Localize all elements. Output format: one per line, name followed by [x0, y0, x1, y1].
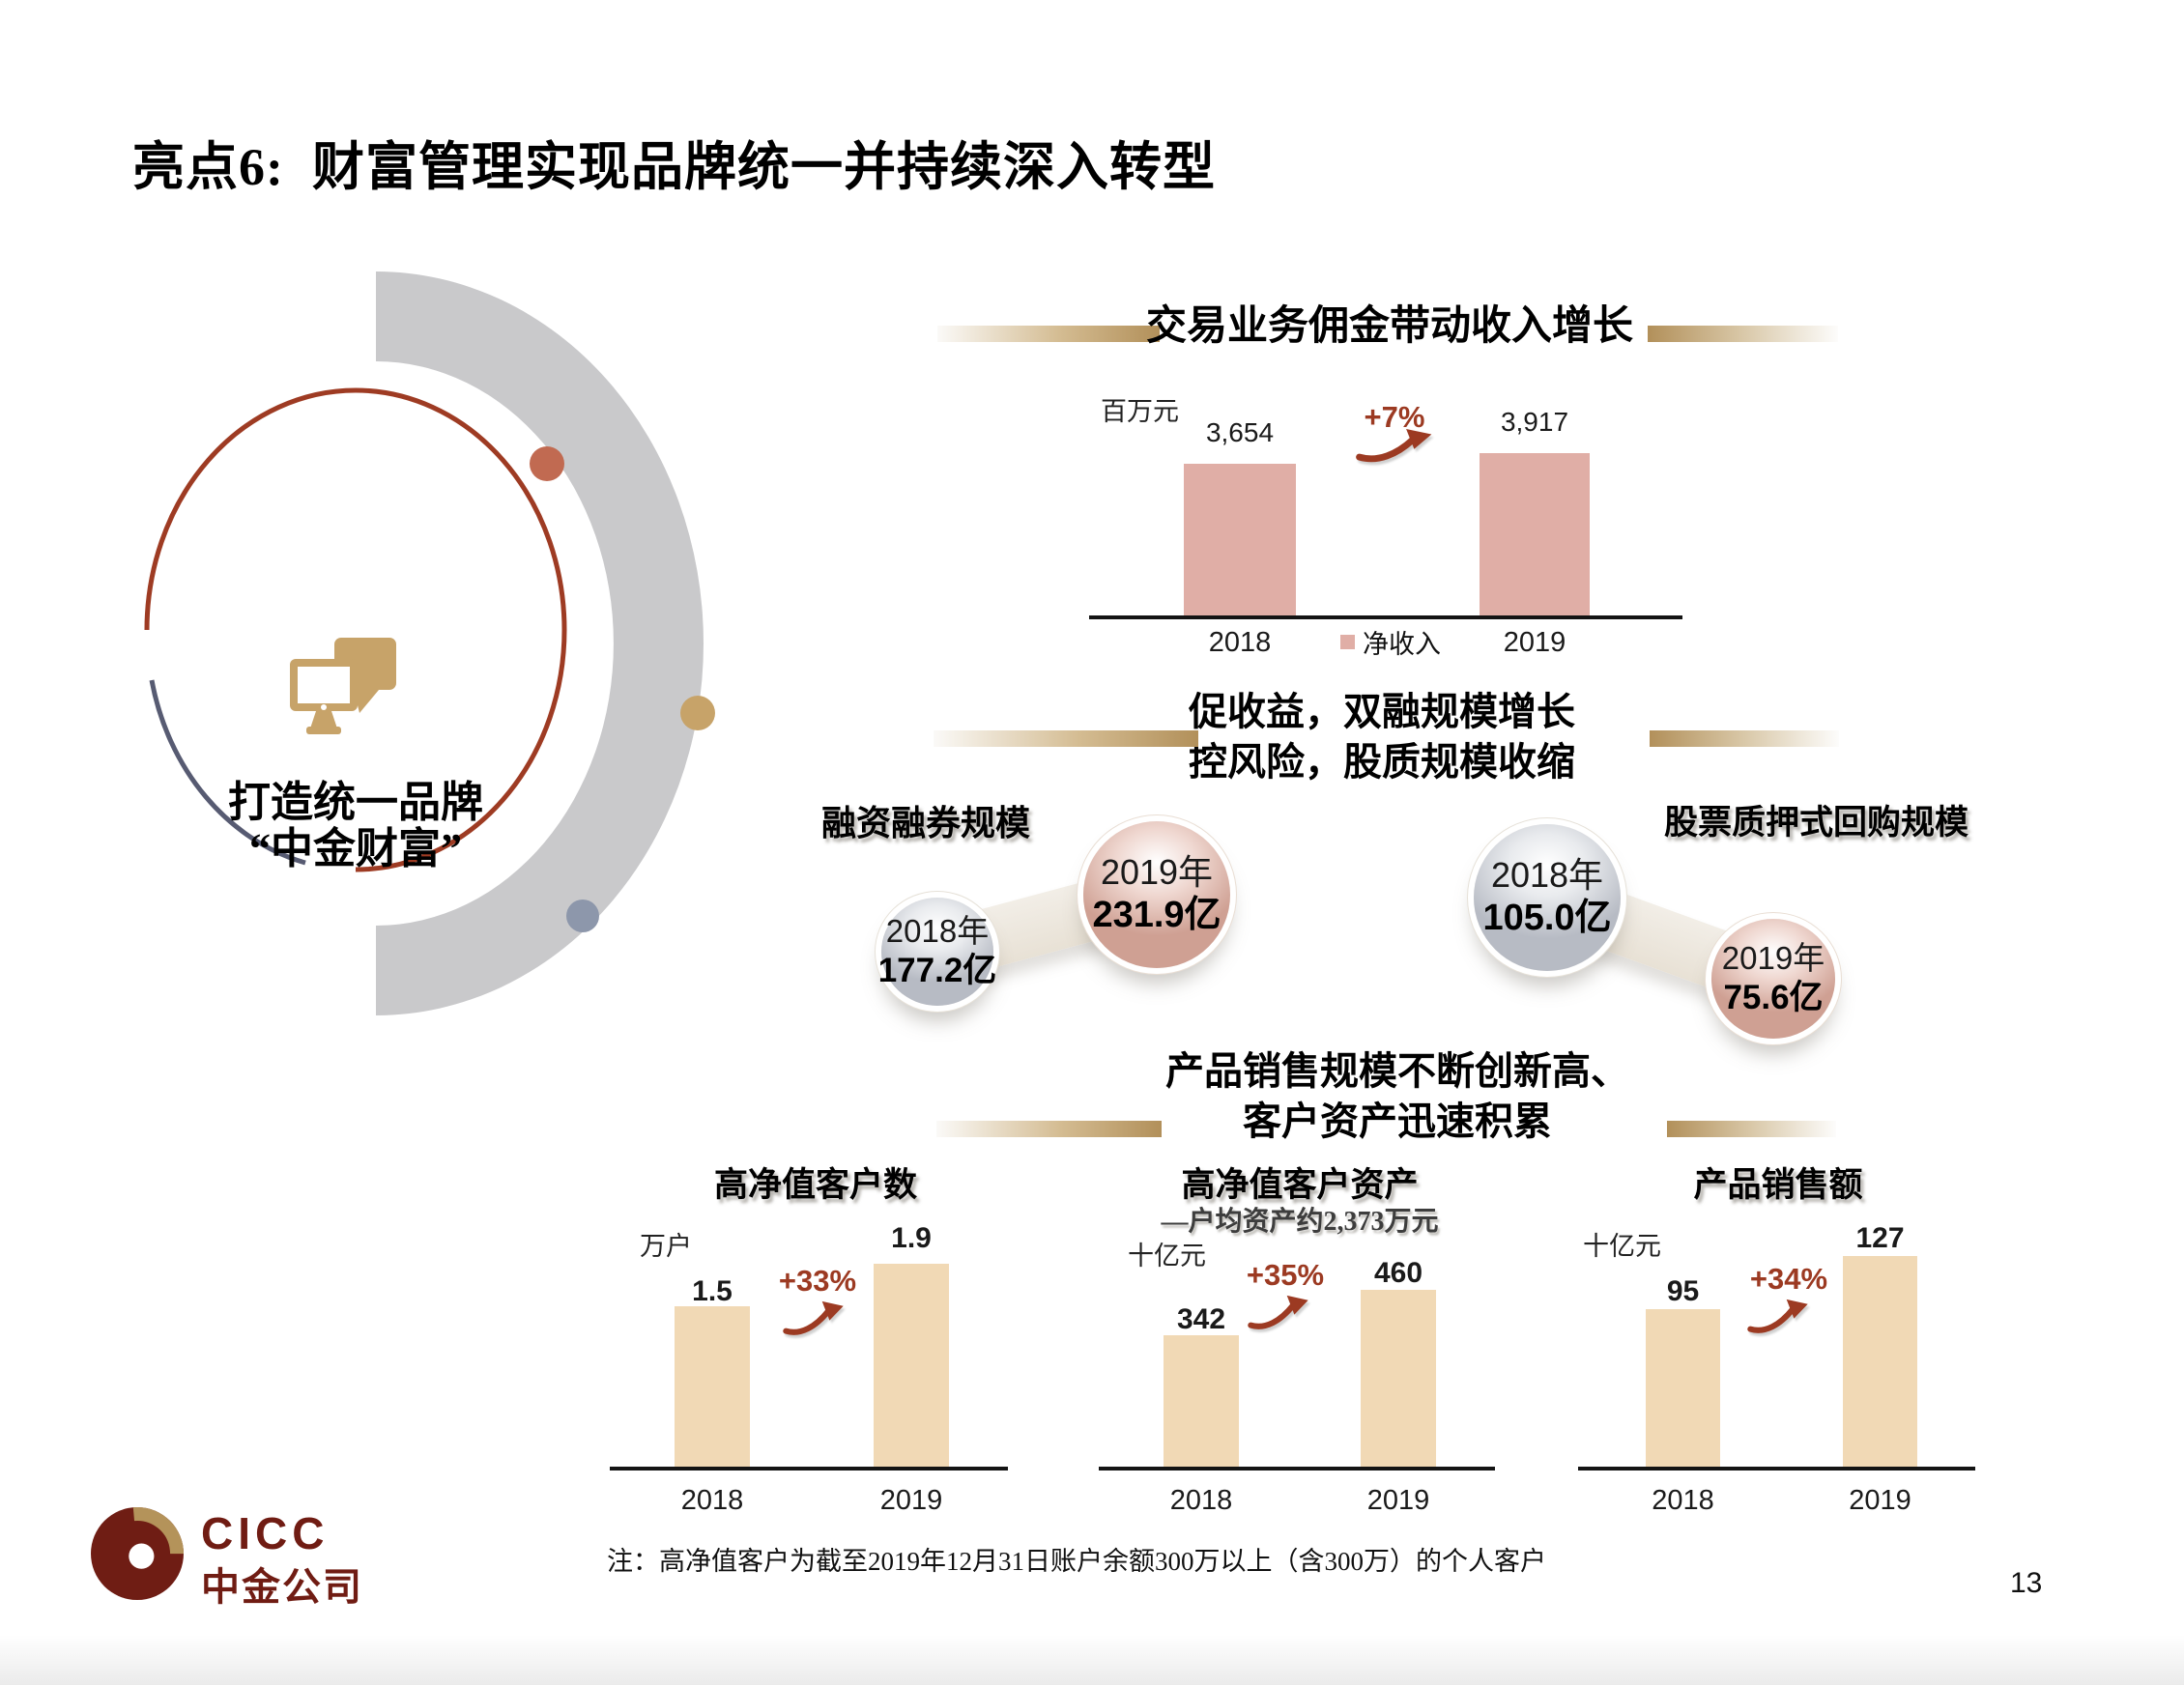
- top-chart-title: 交易业务佣金带动收入增长: [1145, 304, 1633, 349]
- stock-pledge-label: 股票质押式回购规模: [1664, 804, 1969, 842]
- brand-circle-graphic: [144, 271, 715, 1015]
- bar-value-2019: 1.9: [891, 1222, 932, 1254]
- bar-2019: [1843, 1256, 1917, 1467]
- chart-title: 高净值客户数: [713, 1166, 917, 1204]
- bubble-year: 2018年: [885, 912, 990, 949]
- growth-arrow-icon: [783, 1300, 844, 1335]
- brand-circle-line1: 打造统一品牌: [228, 779, 483, 826]
- chart-product-sales: 产品销售额 十亿元 95 127 +34% 2018 2019: [1566, 1150, 1991, 1536]
- growth-label: +33%: [778, 1264, 857, 1298]
- bubble-2018: 2018年 105.0亿: [1474, 824, 1621, 971]
- margin-financing-label: 融资融券规模: [821, 804, 1031, 842]
- bubble-year: 2018年: [1490, 855, 1604, 896]
- bottom-header-line2: 客户资产迅速积累: [1243, 1100, 1552, 1143]
- bar-value-2019: 460: [1373, 1257, 1423, 1289]
- x-axis: [1099, 1467, 1495, 1471]
- x-tick-2018: 2018: [1169, 1485, 1233, 1516]
- x-tick-2018: 2018: [1208, 627, 1272, 658]
- bar-2018: [1184, 464, 1296, 617]
- bar-2019: [1361, 1290, 1436, 1467]
- legend-label: 净收入: [1363, 630, 1441, 659]
- bar-value-2019: 3,917: [1500, 407, 1569, 437]
- growth-arrow-icon: [1747, 1299, 1808, 1333]
- bar-2019: [874, 1264, 949, 1467]
- x-tick-2018: 2018: [680, 1485, 744, 1516]
- chart-unit: 十亿元: [1128, 1242, 1206, 1271]
- header-rule-left: [937, 326, 1160, 342]
- bar-2018: [675, 1306, 750, 1467]
- page-number: 13: [2010, 1567, 2043, 1599]
- x-axis: [1578, 1467, 1975, 1471]
- legend-swatch: [1340, 635, 1355, 649]
- growth-label: +35%: [1246, 1258, 1325, 1292]
- brand-circle-line2: “中金财富”: [249, 825, 462, 872]
- chart-hnw-client-assets: 高净值客户资产 —户均资产约2,373万元 十亿元 342 460 +35% 2…: [1087, 1150, 1512, 1536]
- footnote: 注：高净值客户为截至2019年12月31日账户余额300万以上（含300万）的个…: [607, 1547, 1546, 1576]
- bar-value-2018: 342: [1176, 1303, 1226, 1335]
- bar-value-2019: 127: [1855, 1222, 1905, 1254]
- header-rule-right: [1667, 1121, 1836, 1137]
- page-title: 亮点6: 财富管理实现品牌统一并持续深入转型: [132, 138, 1216, 196]
- header-rule-left: [936, 1121, 1162, 1137]
- middle-header-line2: 控风险，股质规模收缩: [1189, 740, 1575, 784]
- bubble-year: 2019年: [1721, 939, 1825, 976]
- x-axis: [610, 1467, 1008, 1471]
- bubble-value: 105.0亿: [1482, 897, 1612, 938]
- x-tick-2019: 2019: [879, 1485, 943, 1516]
- bar-value-2018: 1.5: [692, 1275, 733, 1307]
- chart-subtitle: —户均资产约2,373万元: [1161, 1207, 1439, 1237]
- bubble-2018: 2018年 177.2亿: [878, 898, 996, 1006]
- header-rule-right: [1648, 326, 1838, 342]
- chart-unit: 万户: [640, 1232, 692, 1261]
- cicc-logo-mark: [91, 1507, 184, 1600]
- gray-half-ring: [376, 271, 704, 1015]
- middle-header-line1: 促收益，双融规模增长: [1189, 690, 1575, 733]
- bar-2019: [1480, 453, 1590, 617]
- dual-monitors-icon: [290, 638, 396, 734]
- red-ring-arc: [144, 387, 567, 872]
- bar-value-2018: 3,654: [1205, 417, 1275, 447]
- chart-hnw-client-count: 高净值客户数 万户 1.5 1.9 +33% 2018 2019: [603, 1150, 1028, 1536]
- growth-arrow-icon: [1356, 429, 1432, 463]
- bubble-2019: 2019年 75.6亿: [1711, 919, 1835, 1039]
- top-chart-unit: 百万元: [1101, 397, 1179, 426]
- bar-2018: [1164, 1335, 1239, 1467]
- bottom-fade: [0, 1635, 2184, 1685]
- gold-dot: [680, 696, 715, 730]
- bubble-value: 177.2亿: [877, 951, 997, 989]
- chart-title: 产品销售额: [1693, 1166, 1863, 1204]
- blue-ring-arc: [149, 679, 306, 866]
- bubble-value: 75.6亿: [1723, 978, 1824, 1016]
- header-rule-right: [1650, 730, 1839, 747]
- bubble-2019: 2019年 231.9亿: [1083, 821, 1230, 968]
- header-rule-left: [934, 730, 1198, 747]
- growth-arrow-icon: [1248, 1295, 1308, 1329]
- red-dot: [530, 446, 564, 481]
- blue-dot: [566, 900, 599, 932]
- growth-label: +34%: [1749, 1262, 1828, 1296]
- x-tick-2019: 2019: [1366, 1485, 1430, 1516]
- growth-label: +7%: [1364, 400, 1425, 434]
- bubble-value: 231.9亿: [1092, 894, 1221, 935]
- chart-title: 高净值客户资产: [1181, 1166, 1419, 1204]
- x-axis: [1089, 615, 1682, 619]
- cicc-wordmark: CICC: [201, 1508, 330, 1558]
- x-tick-2018: 2018: [1652, 1485, 1714, 1516]
- chart-unit: 十亿元: [1583, 1232, 1661, 1261]
- cicc-name-cn: 中金公司: [201, 1566, 363, 1609]
- x-tick-2019: 2019: [1849, 1485, 1911, 1516]
- bar-value-2018: 95: [1666, 1275, 1700, 1307]
- bar-2018: [1646, 1309, 1720, 1467]
- bubble-year: 2019年: [1100, 852, 1214, 893]
- x-tick-2019: 2019: [1503, 627, 1566, 658]
- bottom-header-line1: 产品销售规模不断创新高、: [1165, 1049, 1629, 1093]
